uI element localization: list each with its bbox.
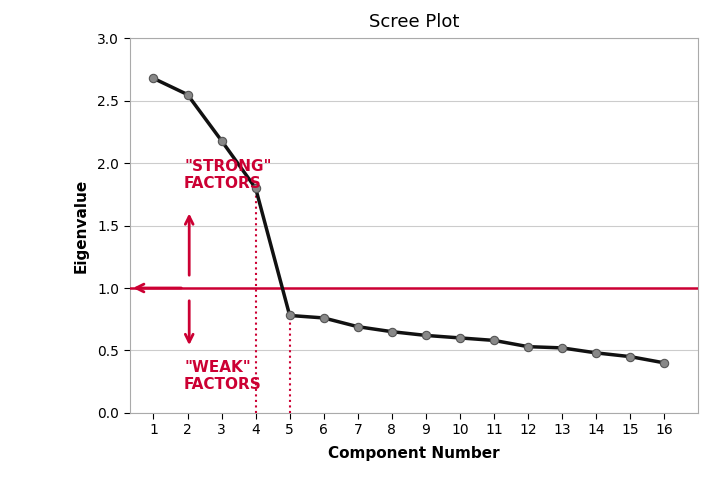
Text: "WEAK"
FACTORS: "WEAK" FACTORS <box>184 360 262 392</box>
Y-axis label: Eigenvalue: Eigenvalue <box>74 179 89 273</box>
Title: Scree Plot: Scree Plot <box>369 13 459 31</box>
Text: "STRONG"
FACTORS: "STRONG" FACTORS <box>184 159 271 191</box>
X-axis label: Component Number: Component Number <box>328 445 500 460</box>
